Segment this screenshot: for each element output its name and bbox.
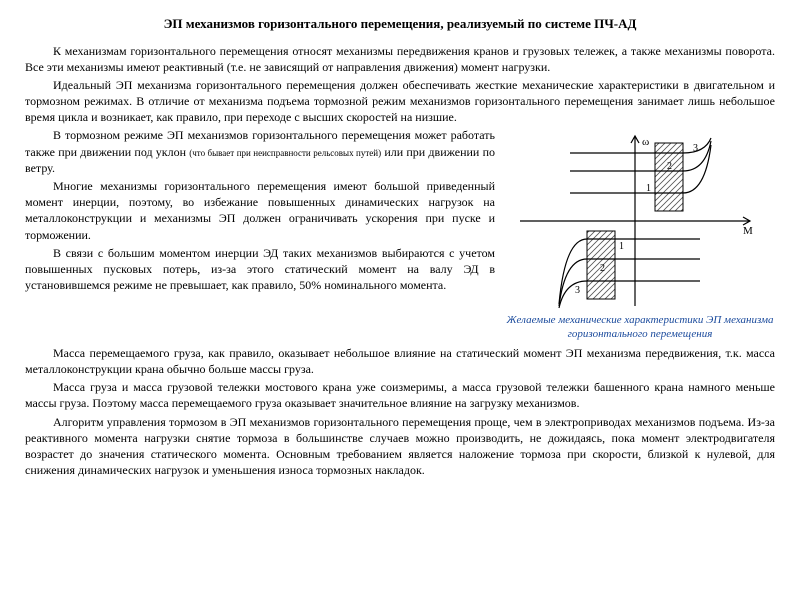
svg-text:3: 3 (575, 285, 580, 296)
paragraph-2: Идеальный ЭП механизма горизонтального п… (25, 77, 775, 126)
svg-text:2: 2 (600, 263, 605, 274)
paragraph-1: К механизмам горизонтального перемещения… (25, 43, 775, 75)
mech-characteristics-diagram: ω М 1 2 3 1 2 3 (515, 131, 765, 311)
page-title: ЭП механизмов горизонтального перемещени… (25, 15, 775, 33)
figure-caption: Желаемые механические характеристики ЭП … (505, 314, 775, 340)
svg-text:1: 1 (619, 241, 624, 252)
svg-text:3: 3 (693, 143, 698, 154)
svg-text:ω: ω (642, 136, 649, 148)
svg-text:1: 1 (646, 183, 651, 194)
p3-note: (что бывает при неисправности рельсовых … (189, 148, 381, 158)
svg-text:М: М (743, 225, 753, 237)
paragraph-7: Масса груза и масса грузовой тележки мос… (25, 379, 775, 411)
svg-text:2: 2 (667, 161, 672, 172)
figure: ω М 1 2 3 1 2 3 Желаемые механические ха… (505, 131, 775, 340)
paragraph-6: Масса перемещаемого груза, как правило, … (25, 345, 775, 377)
paragraph-8: Алгоритм управления тормозом в ЭП механи… (25, 414, 775, 479)
